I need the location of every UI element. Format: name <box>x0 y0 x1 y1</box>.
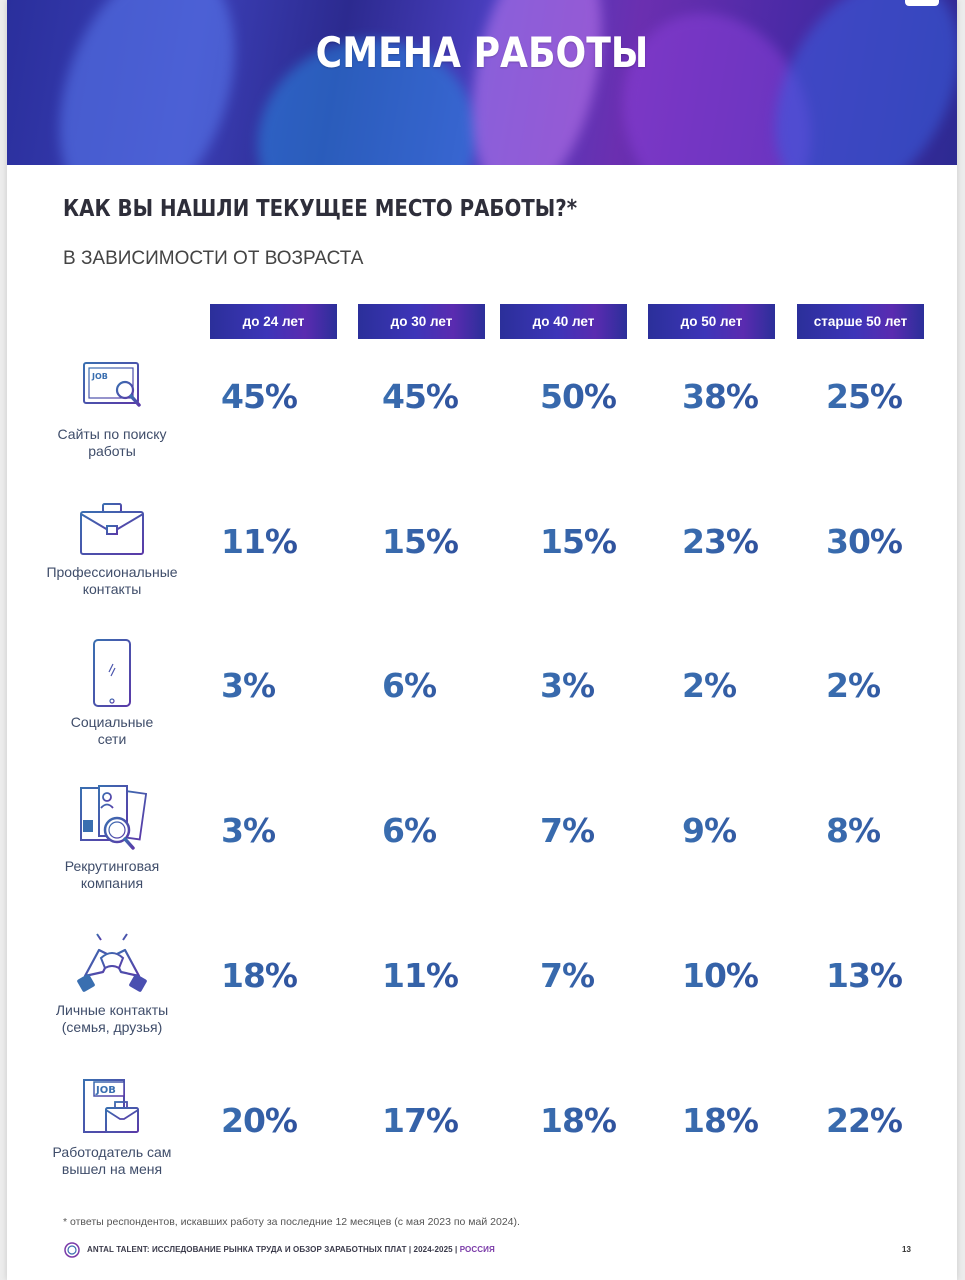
value-cell: 18% <box>540 1101 680 1141</box>
category-label: Социальные <box>70 714 154 730</box>
resume-magnifier-icon <box>80 785 147 850</box>
footer-report-name: ANTAL TALENT: ИССЛЕДОВАНИЕ РЫНКА ТРУДА И… <box>87 1245 458 1254</box>
value-cell: 15% <box>382 522 522 562</box>
value-cell: 45% <box>382 377 522 417</box>
briefcase-icon <box>80 503 144 555</box>
category-label: Рекрутинговая <box>64 858 160 874</box>
value-cell: 38% <box>682 377 822 417</box>
value-cell: 20% <box>221 1101 361 1141</box>
value-cell: 3% <box>221 811 361 851</box>
column-header-under-50: до 50 лет <box>648 304 775 339</box>
value-cell: 3% <box>540 666 680 706</box>
category-label: сети <box>97 731 127 747</box>
value-cell: 2% <box>826 666 965 706</box>
category-personal-contacts: Личные контакты (семья, друзья) <box>43 932 181 1036</box>
column-header-under-24: до 24 лет <box>210 304 337 339</box>
value-cell: 13% <box>826 956 965 996</box>
value-cell: 3% <box>221 666 361 706</box>
value-cell: 17% <box>382 1101 522 1141</box>
category-employer-approached: JOB Работодатель сам вышел на меня <box>43 1078 181 1178</box>
value-cell: 7% <box>540 956 680 996</box>
value-cell: 8% <box>826 811 965 851</box>
value-cell: 45% <box>221 377 361 417</box>
value-cell: 15% <box>540 522 680 562</box>
value-cell: 23% <box>682 522 822 562</box>
job-offer-briefcase-icon: JOB <box>83 1079 139 1133</box>
value-cell: 11% <box>221 522 361 562</box>
header-banner: СМЕНА РАБОТЫ <box>7 0 957 165</box>
category-recruiting-company: Рекрутинговая компания <box>43 784 181 892</box>
category-label: компания <box>80 875 144 891</box>
value-cell: 10% <box>682 956 822 996</box>
column-header-under-30: до 30 лет <box>358 304 485 339</box>
handshake-icon <box>77 932 147 992</box>
value-cell: 9% <box>682 811 822 851</box>
category-label: контакты <box>82 581 142 597</box>
category-job-sites: JOB Сайты по поиску работы <box>43 360 181 460</box>
smartphone-icon <box>93 639 131 707</box>
category-label: Личные контакты <box>55 1002 169 1018</box>
page-title: СМЕНА РАБОТЫ <box>315 28 649 77</box>
value-cell: 18% <box>682 1101 822 1141</box>
survey-subtitle: В ЗАВИСИМОСТИ ОТ ВОЗРАСТА <box>63 248 364 269</box>
value-cell: 50% <box>540 377 680 417</box>
survey-question: КАК ВЫ НАШЛИ ТЕКУЩЕЕ МЕСТО РАБОТЫ?* <box>63 196 578 222</box>
value-cell: 7% <box>540 811 680 851</box>
footer-country: РОССИЯ <box>459 1245 495 1254</box>
column-header-under-40: до 40 лет <box>500 304 627 339</box>
page-number: 13 <box>902 1245 911 1254</box>
category-label: Сайты по поиску <box>57 426 167 442</box>
category-label: Работодатель сам <box>52 1144 172 1160</box>
value-cell: 22% <box>826 1101 965 1141</box>
footnote: * ответы респондентов, искавших работу з… <box>63 1216 520 1228</box>
value-cell: 6% <box>382 666 522 706</box>
value-cell: 11% <box>382 956 522 996</box>
value-cell: 18% <box>221 956 361 996</box>
report-page: СМЕНА РАБОТЫ КАК ВЫ НАШЛИ ТЕКУЩЕЕ МЕСТО … <box>7 0 957 1280</box>
category-professional-contacts: Профессиональные контакты <box>43 502 181 598</box>
column-header-over-50: старше 50 лет <box>797 304 924 339</box>
footer-text: ANTAL TALENT: ИССЛЕДОВАНИЕ РЫНКА ТРУДА И… <box>87 1245 495 1254</box>
value-cell: 25% <box>826 377 965 417</box>
category-label: Профессиональные <box>46 564 178 580</box>
corner-mark <box>905 0 939 6</box>
value-cell: 30% <box>826 522 965 562</box>
svg-text:JOB: JOB <box>91 372 108 381</box>
job-search-monitor-icon: JOB <box>83 362 141 413</box>
category-label: вышел на меня <box>61 1161 163 1177</box>
category-social-networks: Социальные сети <box>43 638 181 748</box>
category-label: (семья, друзья) <box>61 1019 163 1035</box>
value-cell: 2% <box>682 666 822 706</box>
value-cell: 6% <box>382 811 522 851</box>
antal-logo-icon <box>64 1242 80 1258</box>
category-label: работы <box>88 443 136 459</box>
svg-text:JOB: JOB <box>95 1085 116 1096</box>
